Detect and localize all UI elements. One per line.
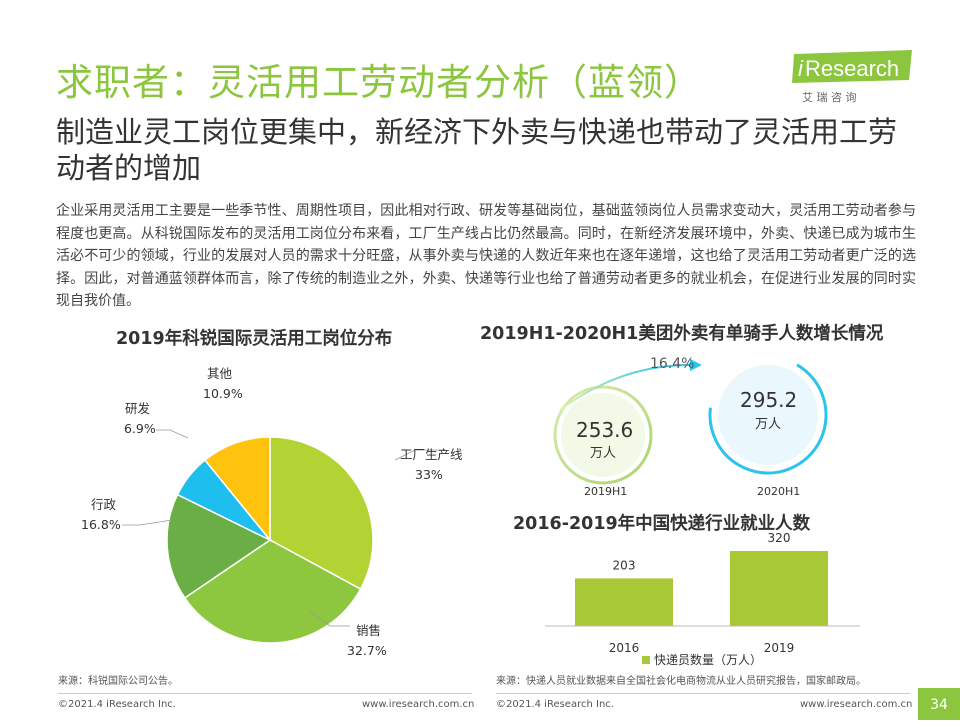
pie-label-other-name: 其他 bbox=[207, 366, 233, 381]
bubble-2019h1-fill bbox=[561, 393, 645, 477]
pie-label-rd-name: 研发 bbox=[125, 401, 151, 416]
page-title: 求职者：灵活用工劳动者分析（蓝领） bbox=[56, 61, 702, 104]
pie-slice-other bbox=[203, 436, 271, 543]
bar-legend: 快递员数量（万人） bbox=[642, 651, 762, 668]
leader-line-rd bbox=[156, 429, 189, 439]
logo-brand-i: i bbox=[798, 56, 804, 81]
pie-label-factory-name: 工厂生产线 bbox=[400, 447, 463, 462]
pie-chart-title: 2019年科锐国际灵活用工岗位分布 bbox=[116, 329, 393, 349]
url-left[interactable]: www.iresearch.com.cn bbox=[362, 699, 475, 710]
footer-divider-left bbox=[58, 693, 472, 694]
copyright-right: ©2021.4 iResearch Inc. bbox=[496, 699, 614, 710]
leader-line-admin bbox=[122, 519, 173, 526]
bar-2016 bbox=[575, 578, 673, 626]
bubble-2019h1-label: 2019H1 bbox=[584, 485, 628, 498]
bar-category-label-2019: 2019 bbox=[764, 641, 795, 655]
pie-slice-factory bbox=[269, 436, 374, 591]
pie-label-other-value: 10.9% bbox=[203, 386, 243, 401]
pie-slice-admin bbox=[166, 493, 272, 599]
bar-value-label-2016: 203 bbox=[613, 558, 636, 572]
courier-bar-chart: 203 2016 320 2019 bbox=[545, 531, 860, 655]
growth-label: 16.4% bbox=[650, 356, 695, 372]
pie-label-admin-name: 行政 bbox=[91, 497, 117, 512]
pie-label-rd-value: 6.9% bbox=[124, 421, 156, 436]
bubble-2020h1-ring bbox=[708, 355, 828, 475]
pie-label-admin-value: 16.8% bbox=[81, 517, 121, 532]
page-subtitle: 制造业灵工岗位更集中，新经济下外卖与快递也带动了灵活用工劳动者的增加 bbox=[56, 115, 898, 185]
pie-label-sales-value: 32.7% bbox=[347, 643, 387, 658]
pie-chart bbox=[122, 429, 445, 644]
body-paragraph: 企业采用灵活用工主要是一些季节性、周期性项目，因此相对行政、研发等基础岗位，基础… bbox=[56, 203, 916, 309]
bar-value-label-2019: 320 bbox=[768, 531, 791, 545]
bubble-2020h1-fill bbox=[718, 365, 818, 465]
iresearch-logo: i Research 艾 瑞 咨 询 bbox=[788, 46, 918, 106]
url-right[interactable]: www.iresearch.com.cn bbox=[800, 699, 913, 710]
pie-label-factory-value: 33% bbox=[415, 467, 443, 482]
pie-slice-sales bbox=[183, 539, 362, 644]
bubble-2019h1-ring bbox=[553, 385, 653, 485]
courier-chart-title: 2016-2019年中国快递行业就业人数 bbox=[513, 514, 811, 534]
bubble-2020h1-label: 2020H1 bbox=[757, 485, 801, 498]
bar-category-label-2016: 2016 bbox=[609, 641, 640, 655]
bubble-2020h1-value: 295.2 bbox=[740, 388, 798, 412]
copyright-left: ©2021.4 iResearch Inc. bbox=[58, 699, 176, 710]
logo-cn-text: 艾 瑞 咨 询 bbox=[802, 90, 857, 104]
leader-line-factory bbox=[394, 449, 445, 461]
leader-line-sales bbox=[309, 611, 350, 627]
source-right: 来源：快递人员就业数据来自全国社会化电商物流从业人员研究报告，国家邮政局。 bbox=[496, 676, 866, 687]
growth-arrow bbox=[559, 364, 691, 411]
pie-label-sales-name: 销售 bbox=[356, 623, 382, 638]
bubble-2019h1-unit: 万人 bbox=[589, 446, 616, 461]
page-number: 34 bbox=[918, 688, 960, 720]
rider-chart-title: 2019H1-2020H1美团外卖有单骑手人数增长情况 bbox=[480, 324, 884, 344]
growth-arrowhead bbox=[690, 359, 702, 371]
bar-2019 bbox=[730, 551, 828, 626]
bubble-2020h1-unit: 万人 bbox=[754, 417, 781, 432]
rider-chart bbox=[553, 355, 828, 485]
footer-divider-right bbox=[496, 693, 910, 694]
source-left: 来源：科锐国际公司公告。 bbox=[58, 676, 178, 687]
bar-legend-swatch bbox=[642, 656, 650, 664]
bubble-2019h1-value: 253.6 bbox=[576, 418, 634, 442]
bar-legend-label: 快递员数量（万人） bbox=[654, 653, 763, 667]
logo-brand-text: Research bbox=[805, 56, 899, 81]
